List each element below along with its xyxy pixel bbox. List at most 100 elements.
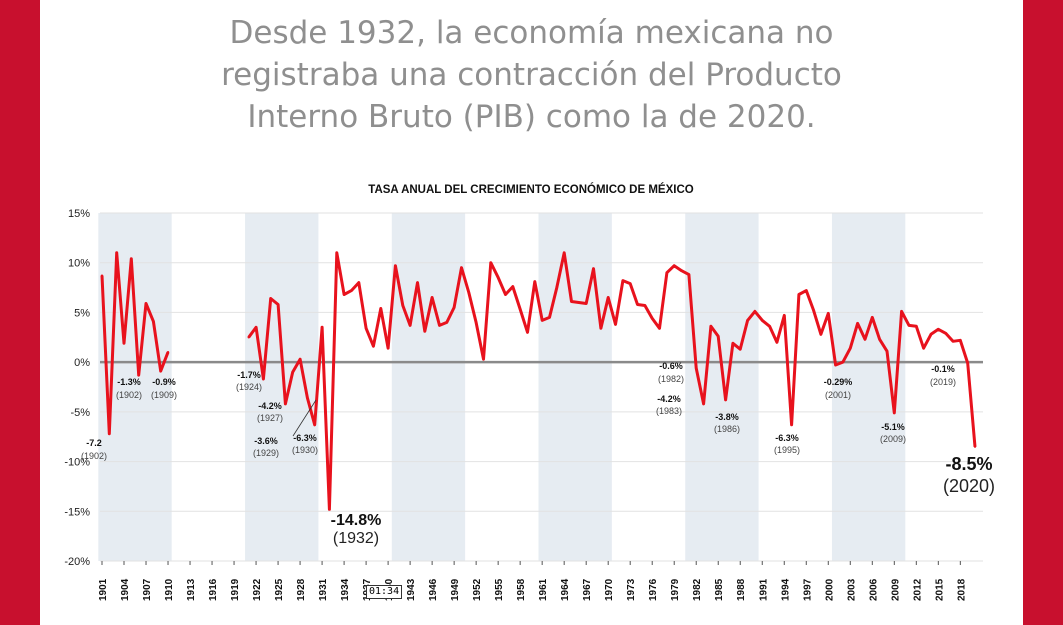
data-point — [467, 291, 471, 294]
x-tick-label: 1955 — [494, 578, 505, 601]
y-tick-label: 0% — [74, 357, 90, 369]
annotation-year: (1929) — [253, 448, 279, 458]
data-point — [702, 402, 705, 406]
data-point — [856, 322, 859, 325]
x-tick-label: 1961 — [538, 578, 549, 601]
shaded-band — [538, 213, 612, 561]
data-point — [540, 319, 544, 322]
data-point — [592, 267, 595, 270]
data-point — [379, 307, 382, 310]
annotation-year: (1995) — [774, 445, 800, 455]
data-point — [907, 324, 911, 327]
data-point — [320, 326, 324, 329]
x-tick-label: 1916 — [208, 578, 219, 601]
data-point — [577, 301, 581, 304]
data-point — [496, 276, 500, 279]
annotation-year: (2001) — [825, 390, 851, 400]
data-point — [394, 264, 397, 267]
data-point — [166, 351, 170, 354]
video-timestamp: 01:34 — [366, 585, 403, 599]
annotation-value: -6.3% — [775, 433, 799, 443]
data-point — [438, 324, 441, 327]
annotation-year: (1909) — [151, 390, 177, 400]
data-point — [893, 411, 896, 415]
y-tick-label: -20% — [64, 556, 90, 568]
data-point — [122, 342, 126, 345]
data-point — [695, 366, 698, 370]
data-point — [841, 360, 845, 364]
data-point — [284, 402, 287, 406]
data-point — [709, 325, 713, 328]
data-point — [504, 293, 507, 296]
data-point — [460, 266, 463, 269]
x-tick-label: 1943 — [406, 578, 417, 601]
data-point — [621, 279, 625, 282]
x-tick-label: 1904 — [120, 578, 131, 601]
x-tick-label: 1922 — [252, 578, 263, 601]
data-point — [416, 281, 419, 284]
data-point — [885, 350, 889, 353]
annotation-value: -5.1% — [881, 422, 905, 432]
headline: Desde 1932, la economía mexicana no regi… — [40, 12, 1023, 138]
data-point — [871, 316, 874, 319]
x-tick-label: 1973 — [626, 578, 637, 601]
data-point — [533, 280, 537, 283]
annotation-year: (1982) — [658, 374, 684, 384]
data-point — [247, 336, 250, 339]
x-tick-label: 1976 — [648, 578, 659, 601]
data-point — [966, 361, 969, 365]
annotation-value: -4.2% — [258, 401, 282, 411]
x-tick-label: 1991 — [758, 578, 769, 601]
y-tick-label: 10% — [68, 258, 90, 270]
data-point — [687, 273, 691, 276]
data-point — [878, 338, 881, 341]
annotation-year: (1902) — [81, 451, 107, 461]
data-point — [636, 303, 639, 306]
data-point — [408, 324, 412, 327]
data-point — [643, 304, 647, 307]
data-point — [849, 347, 852, 350]
data-point — [614, 323, 617, 326]
x-tick-label: 1919 — [230, 578, 241, 601]
data-point — [445, 321, 448, 324]
data-point — [768, 325, 771, 328]
data-point — [570, 300, 573, 303]
data-point — [518, 308, 522, 311]
data-point — [724, 398, 727, 402]
data-point — [262, 377, 265, 381]
x-tick-label: 1994 — [780, 578, 791, 601]
annotation-leader-line — [292, 399, 317, 437]
data-point — [386, 347, 390, 350]
x-tick-label: 1997 — [802, 578, 813, 601]
data-point — [313, 423, 316, 426]
data-point — [629, 282, 632, 285]
data-point — [137, 373, 140, 377]
x-tick-label: 2000 — [824, 578, 835, 601]
annotation-year: (1902) — [116, 390, 142, 400]
data-point — [306, 396, 309, 400]
headline-line-2: registraba una contracción del Producto — [221, 57, 842, 93]
data-point — [474, 321, 478, 324]
data-point — [783, 314, 786, 317]
x-tick-label: 1979 — [670, 578, 681, 601]
data-point — [665, 271, 669, 274]
gdp-growth-chart: TASA ANUAL DEL CRECIMIENTO ECONÓMICO DE … — [64, 183, 995, 601]
data-point — [673, 264, 676, 267]
x-tick-label: 1925 — [274, 578, 285, 601]
y-tick-label: 15% — [68, 208, 90, 220]
annotation-value: -8.5% — [945, 454, 992, 474]
data-point — [651, 317, 654, 320]
data-point — [739, 348, 742, 351]
x-tick-label: 1913 — [186, 578, 197, 601]
data-point — [115, 251, 118, 254]
right-red-border — [1023, 0, 1063, 625]
headline-line-3: Interno Bruto (PIB) como la de 2020. — [247, 99, 816, 135]
x-tick-label: 1982 — [692, 578, 703, 601]
data-point — [364, 327, 368, 330]
x-tick-label: 1946 — [428, 578, 439, 601]
x-tick-label: 2006 — [868, 578, 879, 601]
data-point — [548, 316, 551, 319]
data-point — [526, 331, 529, 334]
x-tick-label: 1931 — [318, 578, 329, 601]
annotation-value: -3.6% — [254, 436, 278, 446]
